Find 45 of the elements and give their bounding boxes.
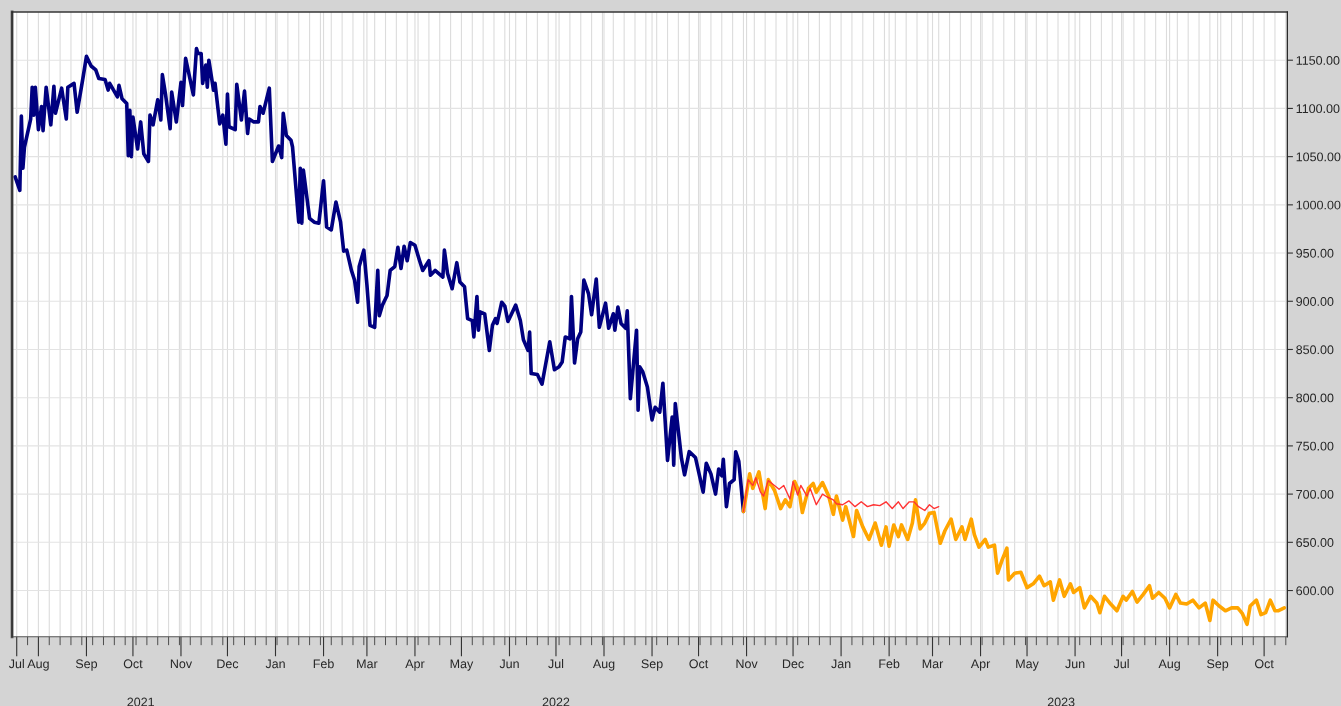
x-tick-label: Feb <box>879 659 900 669</box>
x-tick-label: Aug <box>27 659 49 671</box>
y-tick-label: 850.00 <box>1296 345 1334 355</box>
y-tick-label: 1100.00 <box>1296 104 1340 114</box>
x-tick-label: May <box>1016 659 1039 671</box>
x-tick-label: Jul <box>1113 659 1129 669</box>
line-series <box>741 470 1287 627</box>
x-tick-label: Jan <box>265 659 285 669</box>
x-tick-label: Aug <box>1158 659 1180 671</box>
x2-tick-label: 2022 <box>542 697 570 706</box>
x-tick-label: Oct <box>1254 659 1274 669</box>
x-tick-label: Feb <box>313 659 334 669</box>
x-tick-label: May <box>450 659 474 671</box>
x-tick-label: Jul <box>8 659 24 669</box>
x2-tick-label: 2021 <box>127 697 154 706</box>
x-tick-label: Jul <box>548 659 564 669</box>
x-tick-label: Mar <box>357 659 378 669</box>
x-tick-label: Sep <box>641 659 663 671</box>
x-tick-label: Nov <box>736 659 758 669</box>
y-tick-label: 750.00 <box>1296 441 1334 451</box>
x2-tick-label: 2023 <box>1047 697 1075 706</box>
x-tick-label: Apr <box>970 659 991 671</box>
x-tick-label: Dec <box>782 659 804 669</box>
y-tick-label: 1150.00 <box>1296 56 1340 65</box>
y-tick-label: 1000.00 <box>1296 200 1341 210</box>
y-tick-label: 950.00 <box>1296 248 1334 258</box>
y-tick-label: 650.00 <box>1296 538 1334 547</box>
x-tick-label: Sep <box>1207 659 1229 671</box>
y-tick-label: 600.00 <box>1296 586 1334 596</box>
x-tick-label: Oct <box>689 659 709 669</box>
x-tick-label: Mar <box>922 659 944 669</box>
y-tick-label: 900.00 <box>1296 297 1334 306</box>
x-tick-label: Jun <box>499 659 519 669</box>
y-tick-label: 700.00 <box>1296 489 1334 499</box>
line-series <box>742 477 940 513</box>
x-tick-label: Dec <box>217 659 239 669</box>
x-tick-label: Oct <box>123 659 143 669</box>
x-tick-label: Apr <box>405 659 425 671</box>
y-tick-label: 800.00 <box>1296 393 1334 403</box>
x-tick-label: Aug <box>592 659 615 671</box>
x-tick-label: Jan <box>831 659 851 669</box>
x-tick-label: Jun <box>1065 659 1085 669</box>
x-tick-label: Nov <box>170 659 193 669</box>
y-tick-label: 1050.00 <box>1296 152 1341 162</box>
x-tick-label: Sep <box>75 659 98 671</box>
